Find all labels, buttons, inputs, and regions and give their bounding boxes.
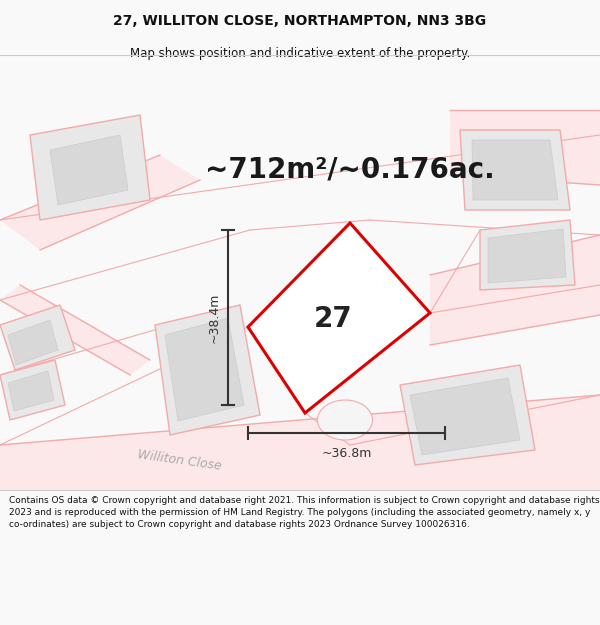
Polygon shape xyxy=(480,220,575,290)
Polygon shape xyxy=(430,235,600,345)
Text: ~38.4m: ~38.4m xyxy=(208,292,221,342)
Polygon shape xyxy=(30,115,150,220)
Polygon shape xyxy=(8,371,54,411)
Text: Map shows position and indicative extent of the property.: Map shows position and indicative extent… xyxy=(130,47,470,59)
Polygon shape xyxy=(460,130,570,210)
Text: ~712m²/~0.176ac.: ~712m²/~0.176ac. xyxy=(205,156,495,184)
Polygon shape xyxy=(8,320,58,365)
Polygon shape xyxy=(0,155,200,250)
Polygon shape xyxy=(0,285,150,375)
Polygon shape xyxy=(248,223,430,413)
Ellipse shape xyxy=(317,400,373,440)
Polygon shape xyxy=(410,378,520,455)
Text: 27: 27 xyxy=(314,305,353,333)
Polygon shape xyxy=(472,140,558,200)
Text: 27, WILLITON CLOSE, NORTHAMPTON, NN3 3BG: 27, WILLITON CLOSE, NORTHAMPTON, NN3 3BG xyxy=(113,14,487,28)
Text: Contains OS data © Crown copyright and database right 2021. This information is : Contains OS data © Crown copyright and d… xyxy=(9,496,599,529)
Polygon shape xyxy=(50,135,128,205)
Polygon shape xyxy=(0,395,600,490)
Polygon shape xyxy=(155,305,260,435)
Polygon shape xyxy=(165,318,244,421)
Polygon shape xyxy=(400,365,535,465)
Text: Williton Close: Williton Close xyxy=(137,448,223,472)
Polygon shape xyxy=(0,305,75,370)
Text: ~36.8m: ~36.8m xyxy=(322,447,371,460)
Polygon shape xyxy=(0,360,65,420)
Polygon shape xyxy=(488,229,566,283)
Polygon shape xyxy=(270,250,405,380)
Polygon shape xyxy=(450,110,600,185)
